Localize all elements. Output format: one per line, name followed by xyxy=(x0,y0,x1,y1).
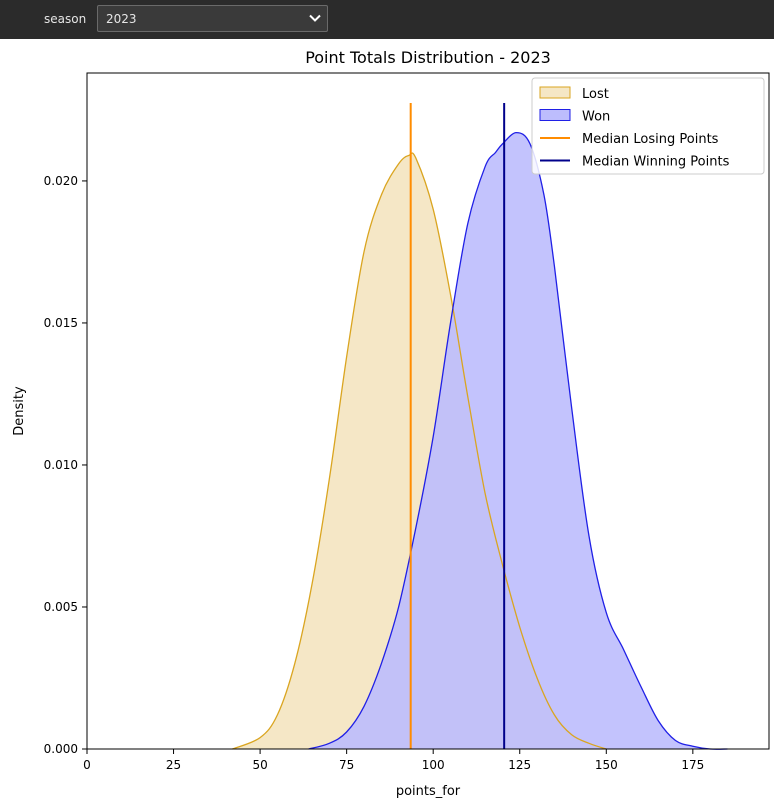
x-axis-label: points_for xyxy=(396,784,461,799)
x-tick-label: 125 xyxy=(508,758,531,772)
x-axis: 0 25 50 75 100 125 150 175 xyxy=(83,749,704,772)
x-tick-label: 150 xyxy=(595,758,618,772)
y-axis: 0.000 0.005 0.010 0.015 0.020 xyxy=(44,174,87,756)
season-select[interactable]: 2023 xyxy=(97,5,328,32)
legend-label: Lost xyxy=(582,87,609,102)
legend-swatch xyxy=(539,86,571,99)
series-won-line xyxy=(308,131,728,750)
y-axis-label: Density xyxy=(12,386,27,436)
legend-box xyxy=(531,77,765,175)
x-tick-label: 175 xyxy=(681,758,704,772)
y-tick-label: 0.000 xyxy=(44,742,78,756)
top-toolbar: season 2023 xyxy=(0,0,774,39)
chart-title: Point Totals Distribution - 2023 xyxy=(305,48,551,67)
legend-swatch xyxy=(539,109,571,121)
x-tick-label: 50 xyxy=(252,758,267,772)
legend-label: Won xyxy=(582,110,610,125)
density-chart: Point Totals Distribution - 2023 0 25 50 75… xyxy=(12,48,770,799)
plot-frame xyxy=(86,72,770,750)
series-lost-area xyxy=(232,152,607,749)
season-label: season xyxy=(44,12,87,26)
series-won-area xyxy=(308,132,728,750)
y-tick-label: 0.015 xyxy=(44,316,78,330)
x-tick-label: 75 xyxy=(339,758,354,772)
series-lost-line xyxy=(232,152,607,750)
plot-area xyxy=(232,103,728,750)
legend-label: Median Losing Points xyxy=(582,132,719,147)
legend-label: Median Winning Points xyxy=(582,155,730,170)
x-tick-label: 0 xyxy=(83,758,91,772)
y-tick-label: 0.010 xyxy=(44,458,78,472)
x-tick-label: 25 xyxy=(166,758,181,772)
y-tick-label: 0.005 xyxy=(44,600,78,614)
legend: Lost Won Median Losing Points Median Winnin… xyxy=(531,77,765,175)
season-select-value: 2023 xyxy=(106,12,137,26)
y-tick-label: 0.020 xyxy=(44,174,78,188)
x-tick-label: 100 xyxy=(422,758,445,772)
chevron-down-icon xyxy=(309,14,321,22)
